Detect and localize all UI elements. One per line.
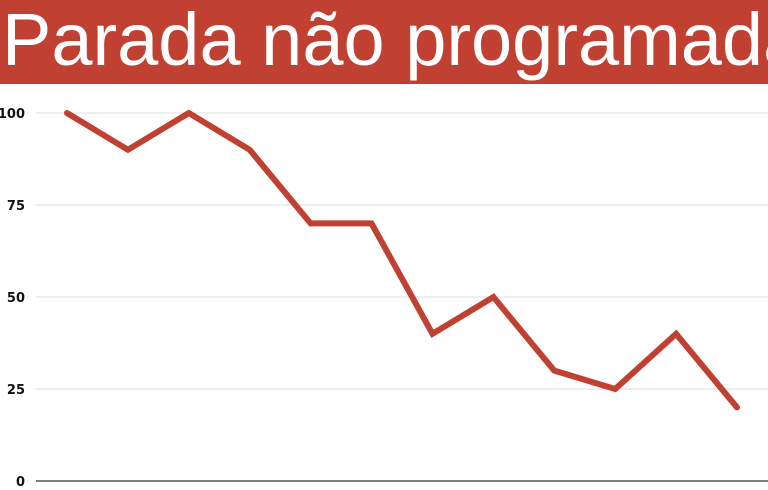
title-banner: Parada não programada: [0, 0, 768, 84]
series-line-0: [64, 109, 740, 411]
series-layer: [64, 109, 740, 411]
y-tick-label-100: 100: [0, 107, 25, 122]
y-tick-label-50: 50: [7, 291, 25, 306]
y-tick-label-25: 25: [7, 383, 25, 398]
y-tick-label-0: 0: [16, 475, 25, 490]
y-tick-label-75: 75: [7, 199, 25, 214]
y-axis-tick-labels: 0 25 50 75 100: [0, 107, 25, 490]
chart-title: Parada não programada: [2, 0, 768, 81]
gridlines: [36, 112, 768, 390]
